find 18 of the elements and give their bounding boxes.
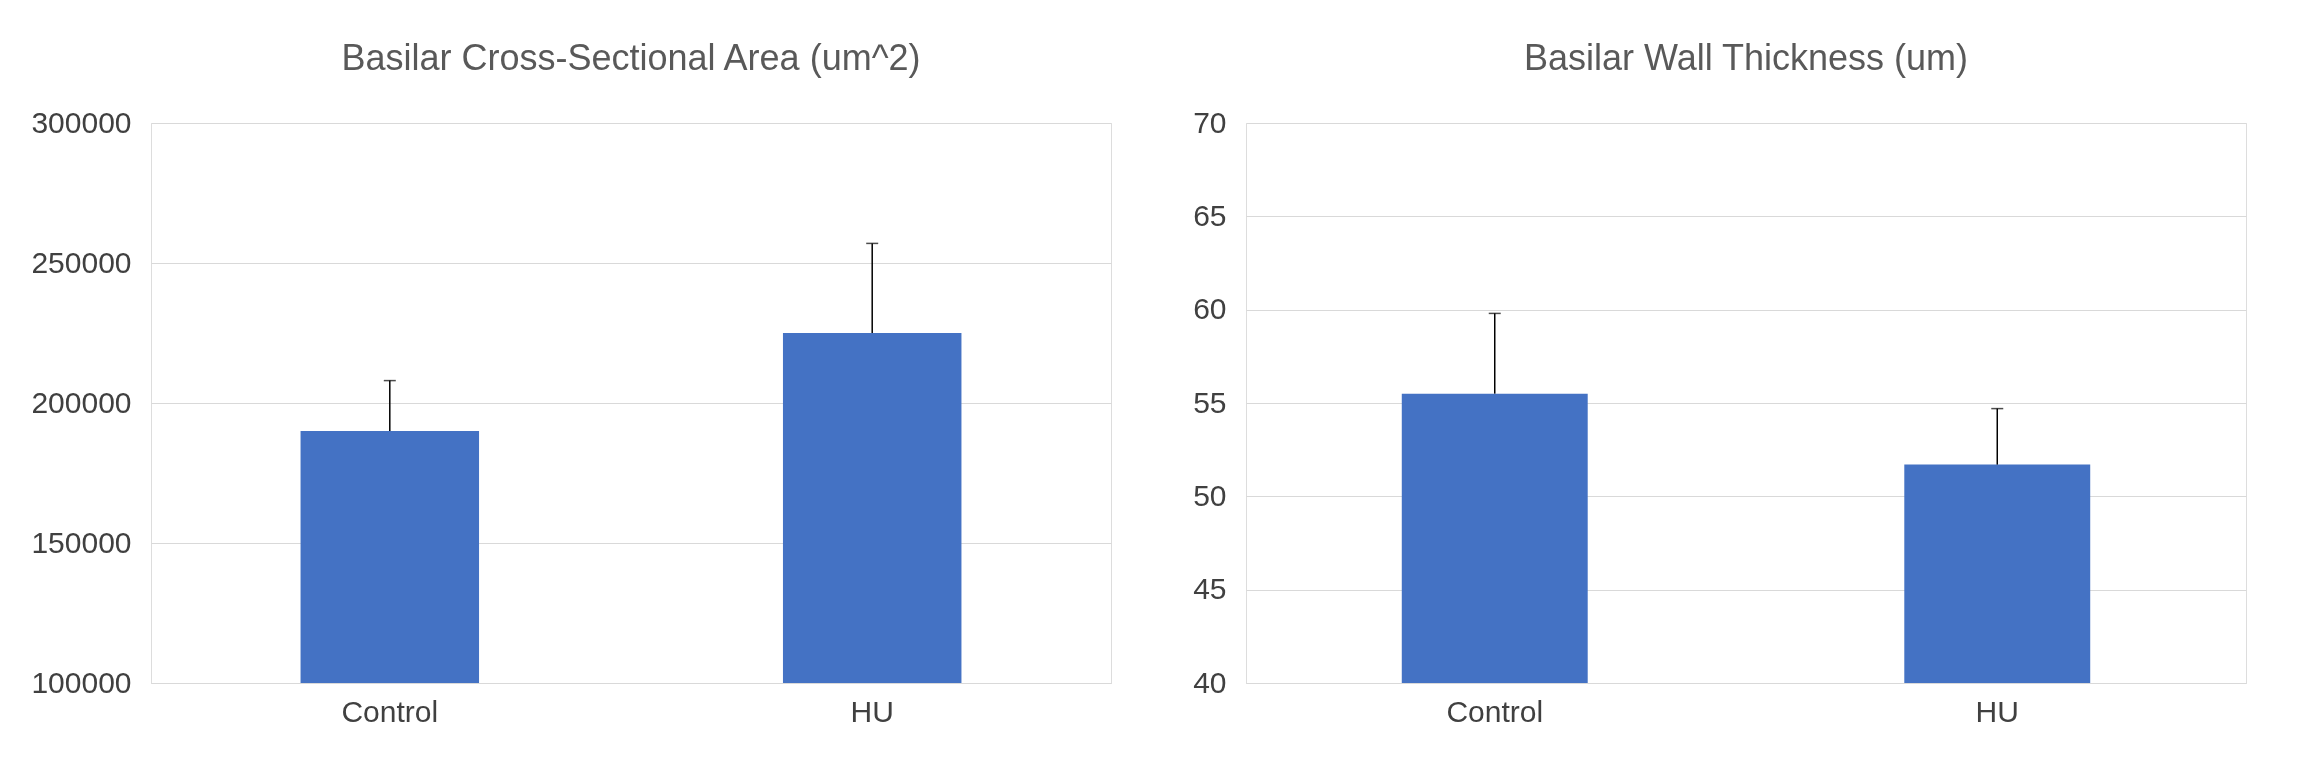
y-tick-label: 40 <box>1193 665 1227 699</box>
chart-title: Basilar Wall Thickness (um) <box>1523 37 1969 78</box>
y-tick-label: 100000 <box>31 665 132 699</box>
y-tick-label: 300000 <box>31 105 132 139</box>
x-tick-label: HU <box>1975 694 2019 728</box>
y-tick-label: 250000 <box>31 245 132 279</box>
y-tick-label: 55 <box>1193 385 1227 419</box>
y-tick-label: 45 <box>1193 572 1227 606</box>
y-tick-label: 50 <box>1193 478 1227 512</box>
x-tick-label: Control <box>1446 694 1544 728</box>
y-tick-label: 60 <box>1193 292 1227 326</box>
y-tick-label: 70 <box>1193 105 1227 139</box>
chart-title: Basilar Cross-Sectional Area (um^2) <box>341 37 921 78</box>
y-tick-label: 65 <box>1193 198 1227 232</box>
x-tick-label: Control <box>341 694 439 728</box>
y-tick-label: 200000 <box>31 385 132 419</box>
x-tick-label: HU <box>850 694 894 728</box>
y-tick-label: 150000 <box>31 525 132 559</box>
